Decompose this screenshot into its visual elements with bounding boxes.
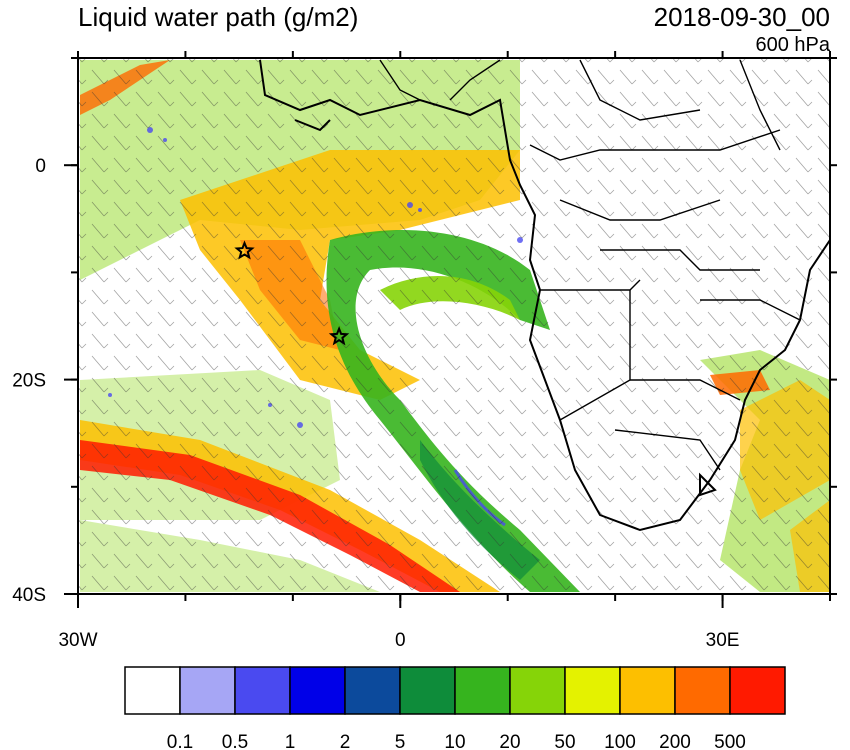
colorbar-swatch bbox=[399, 666, 456, 715]
colorbar-swatch bbox=[124, 666, 181, 715]
y-tick-label: 40S bbox=[12, 585, 46, 606]
marker-group bbox=[234, 240, 350, 346]
colorbar-label: 200 bbox=[659, 732, 691, 750]
colorbar-swatch bbox=[509, 666, 566, 715]
colorbar-swatch bbox=[179, 666, 236, 715]
x-tick-label: 30W bbox=[58, 630, 97, 651]
colorbar-label: 100 bbox=[604, 732, 636, 750]
star-marker bbox=[234, 240, 255, 260]
plot-title: Liquid water path (g/m2) bbox=[78, 2, 359, 32]
colorbar-label: 10 bbox=[444, 732, 465, 750]
colorbar-label: 0.1 bbox=[167, 732, 193, 750]
colorbar-swatch bbox=[289, 666, 346, 715]
colorbar-label: 1 bbox=[285, 732, 296, 750]
colorbar-swatch bbox=[729, 666, 786, 715]
y-tick-label: 0 bbox=[35, 156, 46, 177]
colorbar-label: 50 bbox=[554, 732, 575, 750]
wind-barbs bbox=[78, 58, 830, 594]
colorbar-label: 5 bbox=[395, 732, 406, 750]
colorbar-label: 500 bbox=[714, 732, 746, 750]
map-frame bbox=[77, 57, 831, 595]
pressure-level-label: 600 hPa bbox=[755, 34, 830, 56]
colorbar-swatch bbox=[674, 666, 731, 715]
colorbar-swatch bbox=[564, 666, 621, 715]
colorbar: 0.1 0.5 1 2 5 10 20 50 100 200 500 bbox=[124, 666, 786, 750]
colorbar-label: 2 bbox=[340, 732, 351, 750]
x-tick-label: 30E bbox=[706, 630, 740, 651]
colorbar-label: 20 bbox=[499, 732, 520, 750]
colorbar-swatch bbox=[234, 666, 291, 715]
x-tick-label: 0 bbox=[395, 630, 406, 651]
map-panel bbox=[77, 57, 831, 595]
colorbar-swatch bbox=[344, 666, 401, 715]
axis-ticks: 30W 0 30E 0 20S 40S bbox=[12, 51, 837, 651]
country-borders bbox=[379, 59, 801, 471]
star-marker bbox=[328, 325, 350, 346]
colorbar-swatch bbox=[454, 666, 511, 715]
colorbar-label: 0.5 bbox=[222, 732, 248, 750]
datetime-label: 2018-09-30_00 bbox=[653, 2, 830, 32]
coastlines bbox=[259, 59, 830, 532]
colorbar-swatch bbox=[619, 666, 676, 715]
y-tick-label: 20S bbox=[12, 371, 46, 392]
